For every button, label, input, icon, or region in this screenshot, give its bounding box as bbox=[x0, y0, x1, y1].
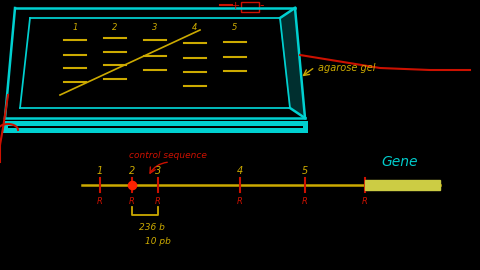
Text: 10 pb: 10 pb bbox=[145, 238, 171, 247]
Text: 1: 1 bbox=[72, 23, 78, 32]
Text: R: R bbox=[155, 197, 161, 205]
Text: 5: 5 bbox=[302, 166, 308, 176]
Polygon shape bbox=[280, 8, 305, 118]
Text: 2: 2 bbox=[112, 23, 118, 32]
Text: 3: 3 bbox=[152, 23, 158, 32]
Text: 1: 1 bbox=[97, 166, 103, 176]
Text: R: R bbox=[362, 197, 368, 205]
Text: 236 b: 236 b bbox=[139, 224, 165, 232]
Text: -: - bbox=[260, 0, 264, 12]
Text: R: R bbox=[237, 197, 243, 205]
Text: control sequence: control sequence bbox=[129, 150, 207, 160]
Point bbox=[128, 183, 136, 187]
Text: agarose gel: agarose gel bbox=[318, 63, 375, 73]
Text: R: R bbox=[97, 197, 103, 205]
Text: Gene: Gene bbox=[382, 155, 418, 169]
Text: +: + bbox=[230, 1, 240, 11]
Text: 4: 4 bbox=[192, 23, 198, 32]
Text: 5: 5 bbox=[232, 23, 238, 32]
Text: 2: 2 bbox=[129, 166, 135, 176]
Text: 3: 3 bbox=[155, 166, 161, 176]
Text: R: R bbox=[302, 197, 308, 205]
Bar bbox=[365, 180, 440, 190]
Text: 4: 4 bbox=[237, 166, 243, 176]
Bar bbox=[241, 2, 259, 12]
Text: R: R bbox=[129, 197, 135, 205]
